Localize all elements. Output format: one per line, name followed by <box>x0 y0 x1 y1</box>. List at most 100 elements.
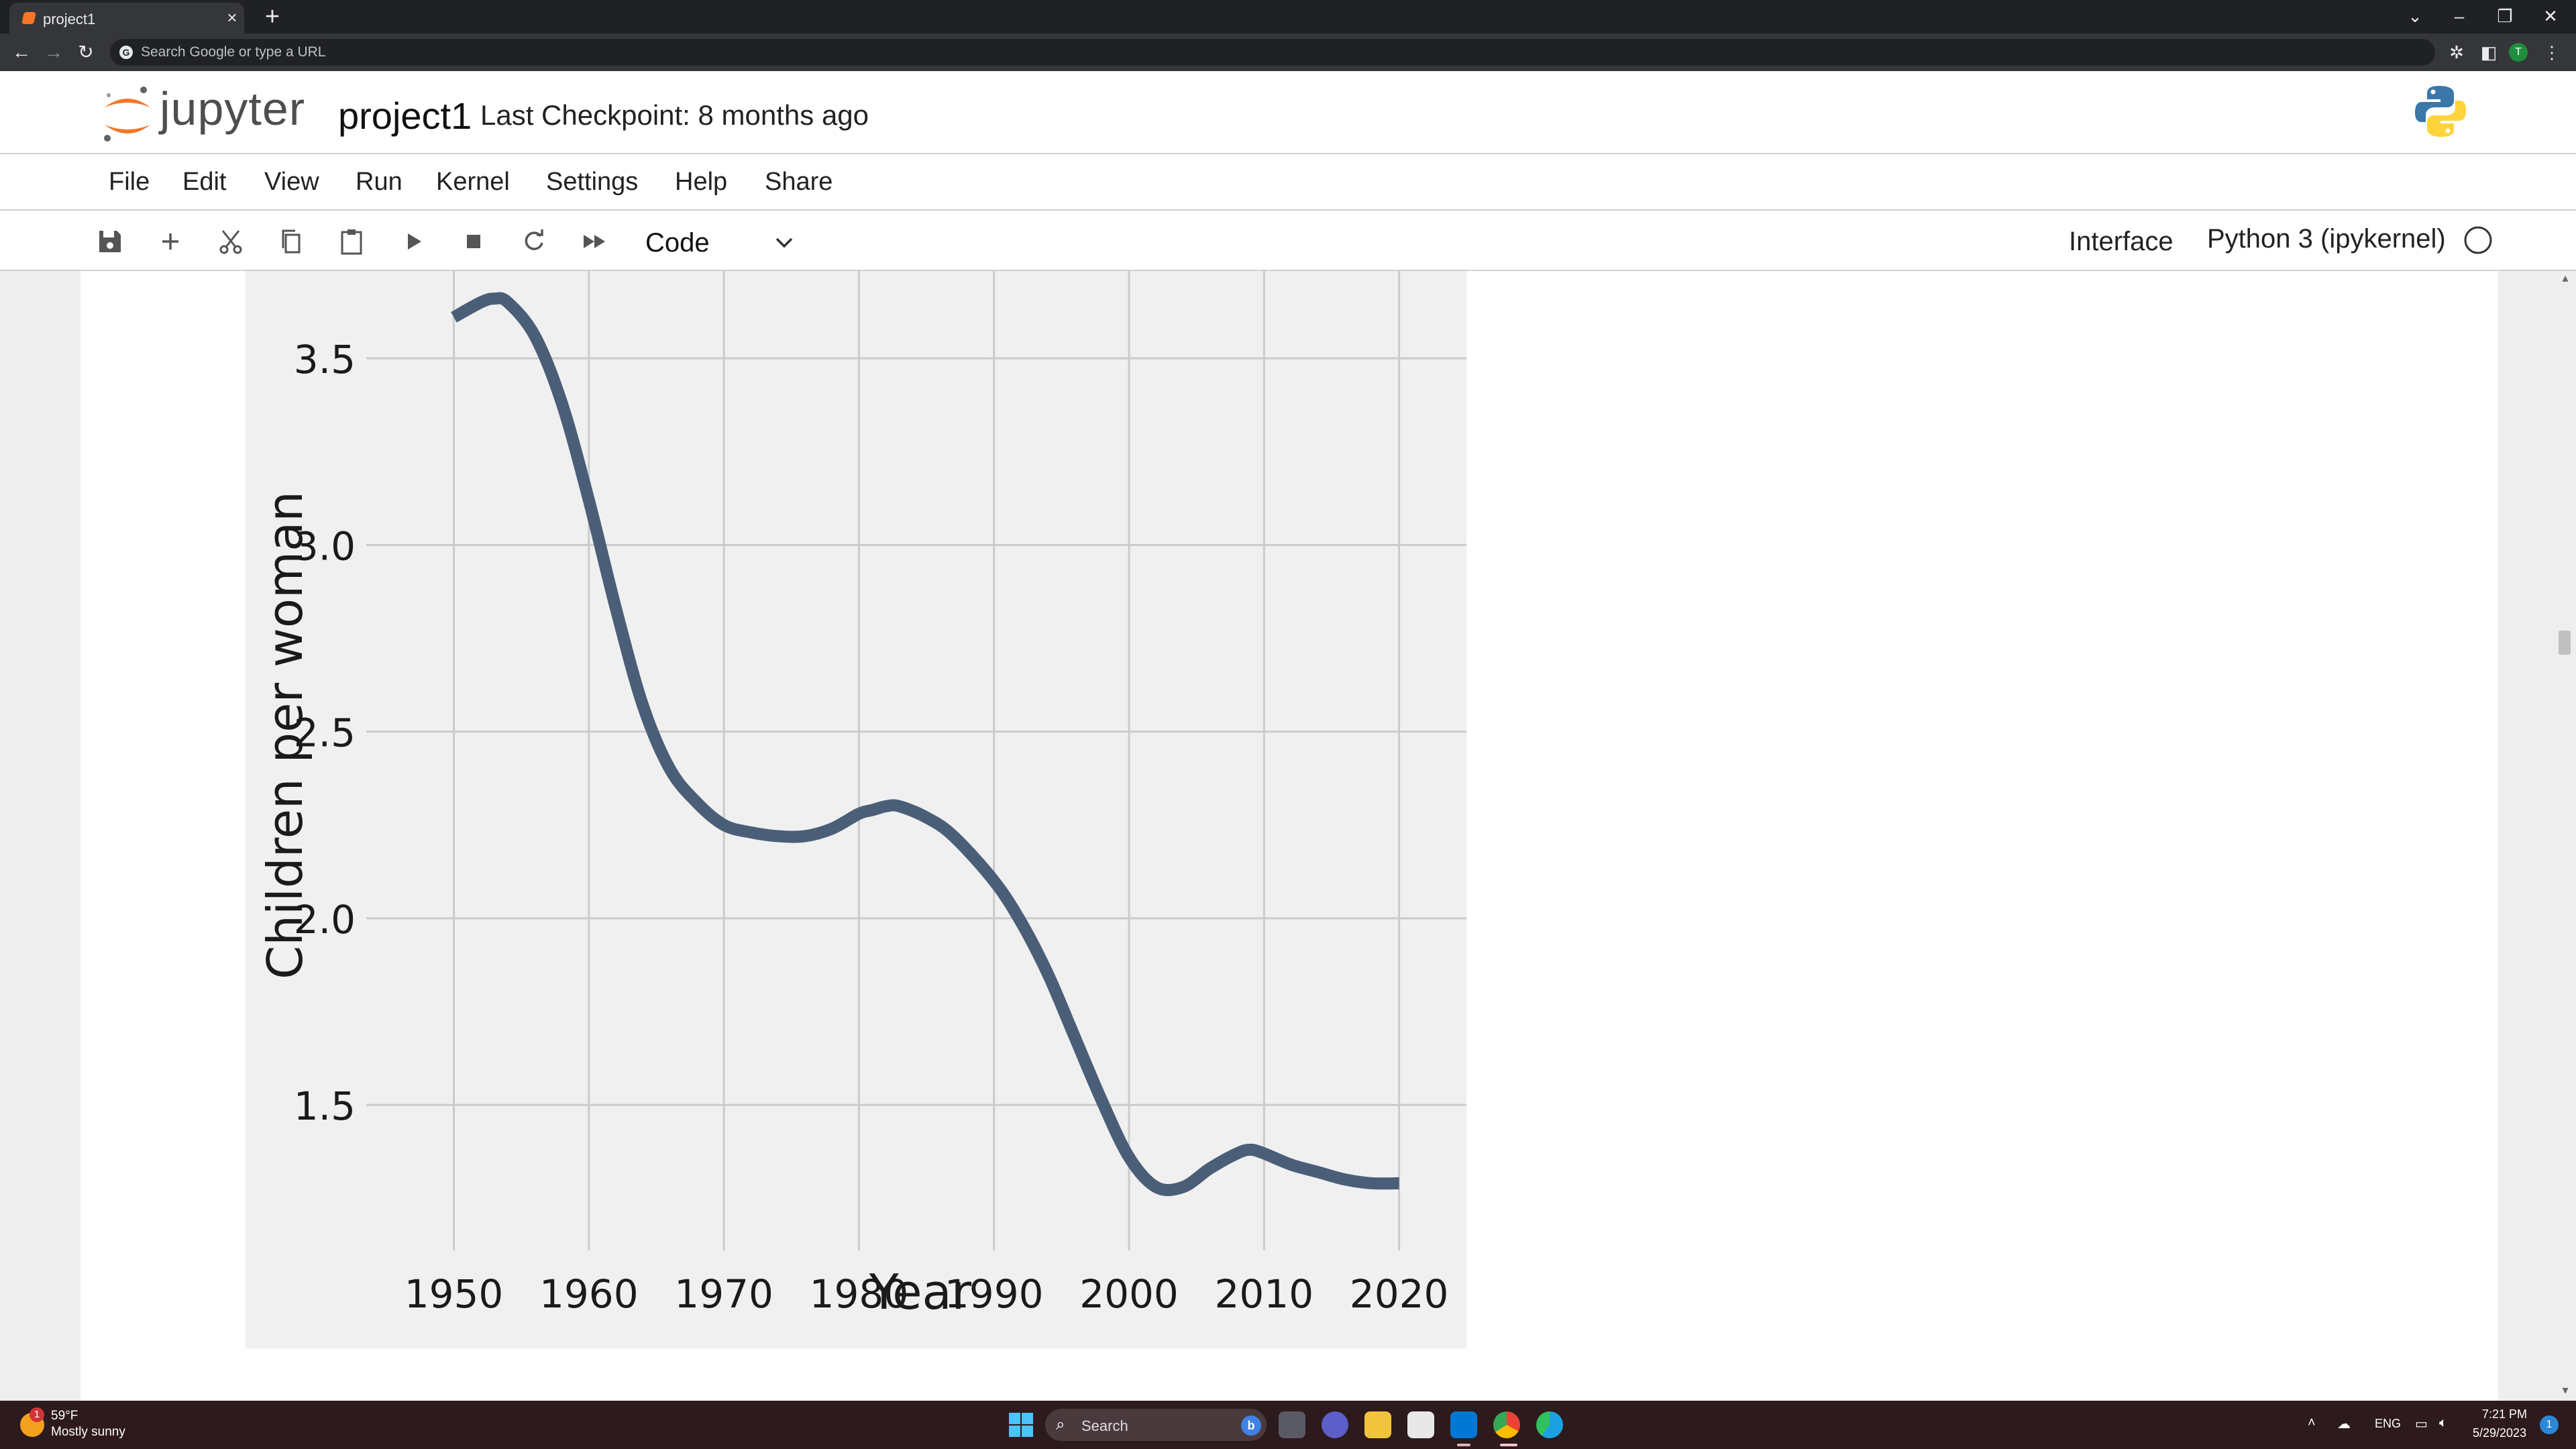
notification-badge[interactable]: 1 <box>2540 1415 2559 1434</box>
y-tick-label: 3.0 <box>294 523 356 569</box>
reload-icon[interactable]: ↻ <box>78 42 94 62</box>
fertility-rate-line <box>451 292 1399 1197</box>
taskbar-search-box[interactable]: ⌕ Search b <box>1045 1409 1267 1441</box>
bing-icon[interactable]: b <box>1241 1415 1261 1436</box>
run-icon[interactable] <box>397 225 429 258</box>
y-tick-label: 1.5 <box>294 1083 356 1129</box>
tray-overflow-chevron-icon[interactable]: ˄ <box>2308 1415 2316 1430</box>
close-window-button[interactable]: ✕ <box>2543 6 2558 26</box>
more-menu-icon[interactable]: ⋮ <box>2543 42 2561 62</box>
grid-lines <box>366 271 1466 1250</box>
microsoft-store-icon[interactable] <box>1407 1411 1434 1438</box>
omnibox-placeholder: Search Google or type a URL <box>141 44 326 60</box>
restore-button[interactable]: ❐ <box>2497 6 2513 26</box>
side-panel-icon[interactable]: ◧ <box>2480 42 2498 62</box>
chrome-icon[interactable] <box>1493 1411 1520 1438</box>
weather-alert-badge: 1 <box>30 1407 44 1422</box>
x-tick-label: 1950 <box>405 1271 504 1317</box>
file-explorer-icon[interactable] <box>1364 1411 1391 1438</box>
search-icon: ⌕ <box>1056 1415 1065 1434</box>
kernel-name-button[interactable]: Python 3 (ipykernel) <box>2207 224 2446 254</box>
x-tick-label: 1990 <box>945 1271 1044 1317</box>
x-tick-label: 2020 <box>1350 1271 1449 1317</box>
jupyter-header: jupyter project1 Last Checkpoint: 8 mont… <box>0 71 2576 154</box>
menu-file[interactable]: File <box>109 168 150 196</box>
cell-type-select[interactable]: Code <box>645 223 806 260</box>
minimize-button[interactable]: – <box>2454 6 2465 26</box>
jupyter-logo-icon[interactable] <box>101 83 154 144</box>
language-indicator[interactable]: ENG <box>2375 1417 2402 1430</box>
new-tab-button[interactable]: + <box>264 3 280 31</box>
x-tick-labels: 1950 1960 1970 1980 1990 2000 2010 2020 <box>405 1271 1449 1317</box>
forward-arrow-icon[interactable]: → <box>44 42 63 62</box>
interface-button[interactable]: Interface <box>2069 227 2174 256</box>
cut-icon[interactable] <box>215 225 247 258</box>
google-icon: G <box>119 46 133 59</box>
data-lines <box>451 292 1399 1197</box>
y-tick-label: 2.5 <box>294 710 356 756</box>
paste-icon[interactable] <box>335 225 368 258</box>
menu-bar: File Edit View Run Kernel Settings Help … <box>0 154 2576 211</box>
x-tick-label: 1960 <box>539 1271 639 1317</box>
y-tick-labels: 1.5 2.0 2.5 3.0 3.5 <box>294 337 356 1129</box>
vscode-icon[interactable] <box>1450 1411 1477 1438</box>
fast-forward-icon[interactable] <box>578 225 610 258</box>
clock-date[interactable]: 5/29/2023 <box>2473 1426 2527 1440</box>
cell-type-value: Code <box>645 228 710 258</box>
extensions-icon[interactable]: ✲ <box>2449 42 2464 62</box>
notebook-title[interactable]: project1 <box>338 95 472 137</box>
copy-icon[interactable] <box>275 225 307 258</box>
python-logo-icon <box>2415 86 2466 137</box>
x-tick-label: 1970 <box>674 1271 773 1317</box>
weather-description: Mostly sunny <box>51 1425 125 1439</box>
menu-view[interactable]: View <box>264 168 319 196</box>
onedrive-cloud-icon[interactable]: ☁ <box>2337 1417 2351 1432</box>
add-cell-icon[interactable] <box>154 225 186 258</box>
chevron-down-icon <box>775 237 793 248</box>
jupyter-wordmark: jupyter <box>160 83 306 135</box>
notebook-toolbar: Code Interface Python 3 (ipykernel) <box>0 211 2576 271</box>
taskbar-search-label: Search <box>1081 1417 1128 1434</box>
scrollbar-thumb[interactable] <box>2559 631 2571 655</box>
edge-icon[interactable] <box>1536 1411 1563 1438</box>
menu-edit[interactable]: Edit <box>182 168 227 196</box>
x-axis-label: Year <box>869 1264 972 1320</box>
x-tick-label: 2000 <box>1079 1271 1179 1317</box>
y-tick-label: 3.5 <box>294 337 356 382</box>
tab-close-icon[interactable]: × <box>227 7 237 28</box>
save-icon[interactable] <box>94 225 126 258</box>
menu-help[interactable]: Help <box>675 168 728 196</box>
task-view-icon[interactable] <box>1279 1411 1305 1438</box>
y-tick-label: 2.0 <box>294 897 356 943</box>
scroll-up-arrow-icon[interactable]: ▴ <box>2562 271 2569 284</box>
fertility-line-chart: 1.5 2.0 2.5 3.0 3.5 1950 1960 1970 1980 1990 2000… <box>246 271 1466 1348</box>
volume-icon[interactable]: 🔈︎ <box>2439 1415 2447 1430</box>
stop-icon[interactable] <box>458 225 490 258</box>
tab-title: project1 <box>43 11 96 28</box>
vscode-active-indicator <box>1457 1444 1470 1446</box>
back-arrow-icon[interactable]: ← <box>12 42 31 62</box>
teams-chat-icon[interactable] <box>1322 1411 1348 1438</box>
menu-settings[interactable]: Settings <box>546 168 639 196</box>
checkpoint-status: Last Checkpoint: 8 months ago <box>480 99 869 131</box>
menu-share[interactable]: Share <box>765 168 833 196</box>
scroll-down-arrow-icon[interactable]: ▾ <box>2562 1383 2569 1397</box>
profile-avatar[interactable]: T <box>2509 43 2528 62</box>
windows-taskbar: 1 59°F Mostly sunny ⌕ Search b ˄ ☁ ENG ▭… <box>0 1401 2576 1449</box>
menu-kernel[interactable]: Kernel <box>436 168 510 196</box>
tab-list-icon[interactable]: ⌄ <box>2408 6 2422 26</box>
omnibox[interactable]: G Search Google or type a URL <box>110 39 2435 66</box>
jupyter-favicon-icon <box>21 12 36 24</box>
network-icon[interactable]: ▭ <box>2415 1417 2428 1432</box>
address-bar: ← → ↻ G Search Google or type a URL ✲ ◧ … <box>0 34 2576 71</box>
menu-run[interactable]: Run <box>356 168 402 196</box>
chrome-active-indicator <box>1500 1444 1517 1446</box>
y-axis-label: Children per woman <box>257 491 313 979</box>
restart-icon[interactable] <box>518 225 550 258</box>
weather-temperature: 59°F <box>51 1409 78 1423</box>
kernel-status-idle-icon <box>2464 226 2492 254</box>
browser-tab-bar: project1 × + ⌄ – ❐ ✕ <box>0 0 2576 34</box>
browser-tab[interactable]: project1 × <box>9 3 244 34</box>
windows-start-icon[interactable] <box>1008 1411 1034 1438</box>
clock-time[interactable]: 7:21 PM <box>2482 1407 2528 1421</box>
